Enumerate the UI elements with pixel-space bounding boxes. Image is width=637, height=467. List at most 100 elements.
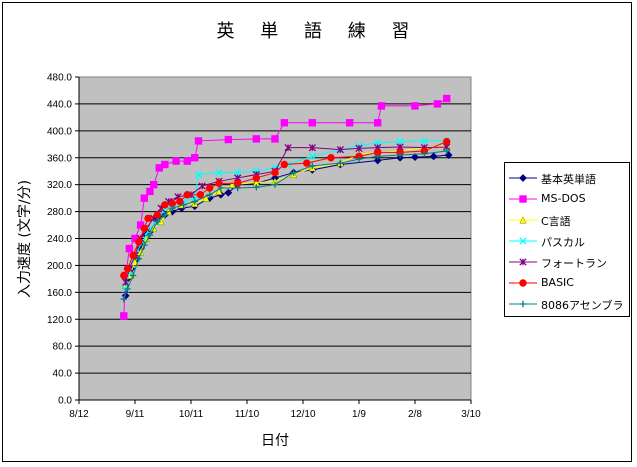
data-point xyxy=(191,154,199,162)
data-point xyxy=(146,187,154,196)
data-point xyxy=(194,170,203,179)
data-point xyxy=(120,295,127,303)
data-point xyxy=(120,271,128,280)
data-point xyxy=(183,191,191,199)
legend-marker xyxy=(519,279,527,287)
data-point xyxy=(420,137,428,145)
data-point xyxy=(172,157,180,165)
legend-swatch xyxy=(509,237,537,245)
legend: 基本英単語 MS-DOS C言語パスカルフォートラン BASIC 8086アセンブラ xyxy=(504,162,630,317)
y-tick-label: 240.0 xyxy=(47,234,72,245)
legend-label: BASIC xyxy=(541,276,574,289)
data-point xyxy=(303,159,311,167)
data-point xyxy=(206,191,213,198)
data-point xyxy=(124,285,131,293)
data-point xyxy=(271,168,279,177)
data-point xyxy=(125,244,134,253)
y-tick-label: 120.0 xyxy=(47,315,72,326)
legend-item: C言語 xyxy=(505,210,629,230)
data-point xyxy=(161,160,169,169)
data-point xyxy=(217,184,225,192)
data-point xyxy=(373,156,382,165)
data-point xyxy=(234,184,241,192)
data-point xyxy=(161,201,169,209)
data-point xyxy=(205,184,214,192)
legend-item: 基本英単語 xyxy=(505,168,629,188)
data-point xyxy=(140,224,149,233)
y-tick-label: 480.0 xyxy=(47,73,72,84)
data-point xyxy=(149,180,158,189)
data-point xyxy=(345,119,354,127)
data-point xyxy=(154,218,161,225)
legend-label: 基本英単語 xyxy=(541,173,596,186)
data-point xyxy=(411,153,419,161)
data-point xyxy=(202,194,210,202)
series-6 xyxy=(120,137,451,280)
data-point xyxy=(308,143,316,152)
data-point xyxy=(234,168,242,177)
data-point xyxy=(373,119,382,127)
legend-item: BASIC xyxy=(505,273,629,293)
legend-label: MS-DOS xyxy=(541,192,586,205)
data-point xyxy=(122,278,130,286)
y-tick-label: 200.0 xyxy=(47,261,72,272)
data-point xyxy=(224,188,233,197)
data-point xyxy=(135,255,142,262)
y-axis-label: 入力速度 (文字/分) xyxy=(17,180,33,298)
data-point xyxy=(421,150,428,157)
x-tick-label: 11/10 xyxy=(235,409,260,420)
data-point xyxy=(169,205,176,212)
data-point xyxy=(252,135,261,143)
data-point xyxy=(252,174,261,182)
data-point xyxy=(411,102,419,110)
data-point xyxy=(140,194,149,202)
data-point xyxy=(336,146,344,154)
legend-item: フォートラン xyxy=(505,252,629,272)
legend-swatch xyxy=(509,174,537,182)
legend-label: パスカル xyxy=(541,236,585,249)
data-point xyxy=(433,100,442,108)
data-point xyxy=(429,152,438,161)
data-point xyxy=(290,169,297,176)
x-tick-label: 8/12 xyxy=(69,409,89,420)
y-tick-label: 400.0 xyxy=(47,126,72,137)
legend-swatch xyxy=(509,195,537,203)
y-tick-label: 0.0 xyxy=(58,396,72,407)
data-point xyxy=(443,147,450,155)
data-point xyxy=(191,198,198,205)
x-tick-labels: 8/12 9/11 10/11 11/10 12/10 1/9 2/8 3/10 xyxy=(69,409,481,420)
series-7 xyxy=(120,147,450,303)
legend-swatch xyxy=(509,300,537,308)
data-point xyxy=(176,197,184,206)
data-point xyxy=(280,119,289,127)
data-point xyxy=(308,119,317,127)
y-tick-label: 160.0 xyxy=(47,288,72,299)
data-point xyxy=(271,181,279,188)
chart-title: 英 単 語 練 習 xyxy=(216,21,420,42)
data-point xyxy=(337,159,344,167)
y-tick-label: 280.0 xyxy=(47,207,72,218)
legend-label: 8086アセンブラ xyxy=(541,299,624,312)
x-tick-label: 12/10 xyxy=(290,409,315,420)
data-point xyxy=(396,151,404,159)
data-point xyxy=(180,201,187,209)
data-point xyxy=(396,137,404,146)
legend-label: フォートラン xyxy=(541,257,607,270)
y-tick-label: 80.0 xyxy=(53,342,73,353)
legend-swatch xyxy=(509,279,537,287)
data-point xyxy=(224,135,233,144)
y-tick-label: 40.0 xyxy=(53,369,73,380)
legend-swatch xyxy=(509,258,537,266)
legend-marker xyxy=(519,195,527,203)
data-point xyxy=(355,144,363,152)
y-tick-label: 320.0 xyxy=(47,180,72,191)
data-point xyxy=(374,153,381,160)
chart-frame: 英 単 語 練 習 0.0 40.0 80.0 120.0 160.0 200.0 240.… xyxy=(2,2,632,462)
legend-marker xyxy=(519,258,527,266)
data-point xyxy=(253,184,260,191)
data-point xyxy=(129,272,137,279)
x-tick-label: 1/9 xyxy=(352,409,366,420)
data-point xyxy=(271,135,279,143)
data-point xyxy=(196,191,205,199)
legend-marker xyxy=(519,216,527,224)
